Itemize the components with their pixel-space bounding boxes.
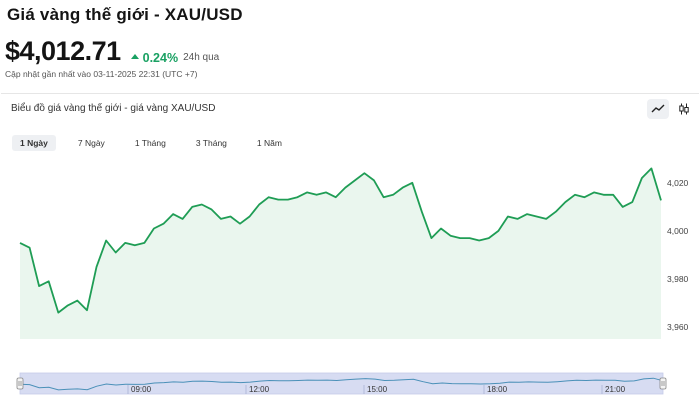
navigator-left-handle[interactable] <box>16 377 24 390</box>
navigator-time-label: 18:00 <box>487 385 508 394</box>
line-chart-icon <box>651 104 665 113</box>
page-title: Giá vàng thế giới - XAU/USD <box>7 5 243 24</box>
last-updated: Cập nhật gần nhất vào 03-11-2025 22:31 (… <box>5 69 198 79</box>
y-tick-label: 3,960 <box>667 322 689 332</box>
price-line <box>19 167 662 314</box>
tab-1-day[interactable]: 1 Ngày <box>12 135 56 151</box>
tab-3-months[interactable]: 3 Tháng <box>195 138 227 148</box>
range-tabs: 1 Ngày 7 Ngày 1 Tháng 3 Tháng 1 Năm <box>12 135 304 151</box>
chart-title: Biểu đồ giá vàng thế giới - giá vàng XAU… <box>11 103 216 114</box>
navigator-line <box>19 377 664 391</box>
navigator-time-label: 09:00 <box>131 385 152 394</box>
change-period: 24h qua <box>183 52 220 63</box>
chart-type-toggle <box>647 99 695 119</box>
current-price: $4,012.71 <box>5 36 121 66</box>
chart-card: Biểu đồ giá vàng thế giới - giá vàng XAU… <box>1 93 699 400</box>
tab-1-month[interactable]: 1 Tháng <box>134 138 166 148</box>
price-change: 0.24% <box>130 50 179 65</box>
price-chart[interactable]: 3,960 3,980 4,000 4,020 09:00 12:00 15:00 18:00… <box>1 94 699 400</box>
y-tick-label: 4,000 <box>667 226 689 236</box>
candlestick-icon <box>679 103 689 115</box>
navigator-time-label: 15:00 <box>367 385 388 394</box>
y-tick-label: 3,980 <box>667 274 689 284</box>
navigator-right-handle[interactable] <box>659 377 667 390</box>
change-percent: 0.24% <box>142 50 179 65</box>
navigator-window[interactable] <box>19 372 664 395</box>
line-chart-button[interactable] <box>647 99 669 119</box>
navigator-time-label: 21:00 <box>605 385 626 394</box>
price-row: $4,012.71 0.24% 24h qua <box>5 36 219 67</box>
price-area <box>20 168 661 339</box>
tab-7-days[interactable]: 7 Ngày <box>77 138 105 148</box>
candlestick-button[interactable] <box>673 99 695 119</box>
up-arrow-icon <box>130 54 139 59</box>
y-tick-label: 4,020 <box>667 178 689 188</box>
navigator-time-label: 12:00 <box>249 385 270 394</box>
tab-1-year[interactable]: 1 Năm <box>256 138 282 148</box>
